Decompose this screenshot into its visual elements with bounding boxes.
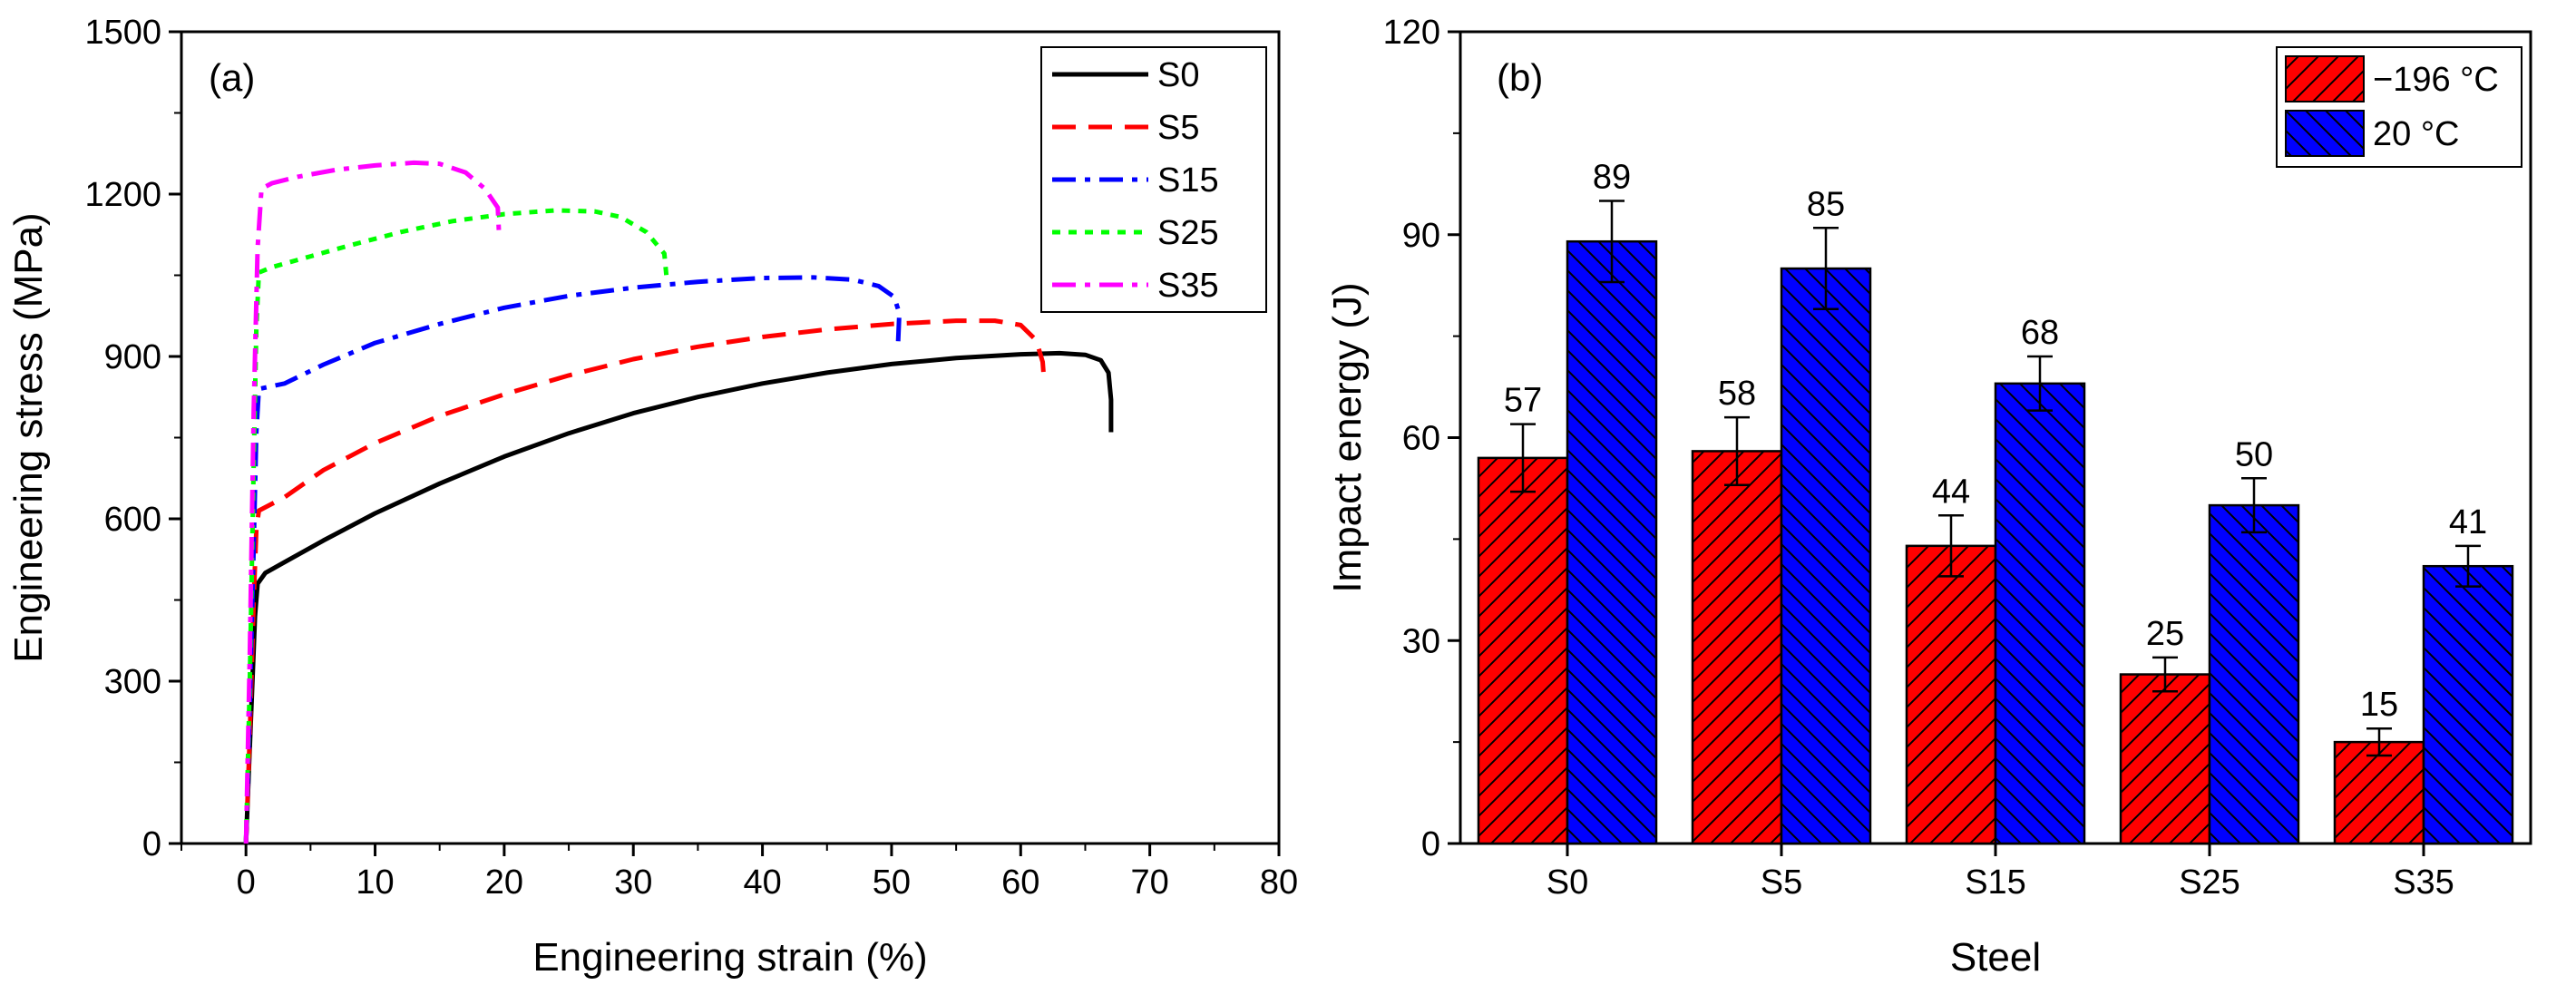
x-tick-label-a: 50: [873, 863, 911, 902]
bar-hatch-s35-minus196c: [2333, 740, 2425, 845]
y-tick-label-a: 900: [104, 338, 161, 376]
panel-a-tensile-curves: 0 10 20 30 40 50 60 70 80 0 300 600 900 1200 1500 Engin…: [6, 14, 1298, 980]
series-line-s0: [243, 350, 1114, 844]
data-label-s35-20c: 41: [2449, 503, 2487, 541]
data-label-s35-minus196c: 15: [2360, 686, 2398, 724]
x-tick-label-s5: S5: [1761, 863, 1802, 902]
x-tick-label-s0: S0: [1547, 863, 1588, 902]
bar-hatch-s15-minus196c: [1905, 544, 1997, 845]
data-label-s0-20c: 89: [1593, 158, 1631, 196]
legend-label-s0: S0: [1157, 56, 1199, 94]
x-tick-label-a: 30: [614, 863, 652, 902]
bar-hatch-s25-minus196c: [2119, 673, 2211, 845]
bar-hatch-s0-20c: [1566, 239, 1658, 845]
x-axis-title-b: Steel: [1950, 935, 2041, 980]
x-axis-title-a: Engineering strain (%): [532, 935, 927, 980]
series-line-s15: [243, 275, 902, 844]
legend-label-minus196c: −196 °C: [2373, 61, 2499, 99]
legend-swatch-hatch-20c: [2285, 110, 2365, 157]
y-tick-label-a: 300: [104, 663, 161, 701]
legend-label-s35: S35: [1157, 267, 1219, 305]
x-tick-label-s25: S25: [2179, 863, 2240, 902]
y-tick-label-b: 30: [1402, 622, 1440, 660]
series-line-s5: [243, 318, 1047, 844]
x-tick-label-a: 40: [743, 863, 781, 902]
x-tick-label-a: 0: [237, 863, 256, 902]
bar-hatch-s0-minus196c: [1477, 456, 1569, 845]
data-label-s15-20c: 68: [2021, 314, 2059, 352]
panel-label-a: (a): [209, 56, 255, 99]
x-tick-label-s15: S15: [1965, 863, 2026, 902]
data-label-s0-minus196c: 57: [1504, 382, 1542, 420]
legend-label-s15: S15: [1157, 161, 1219, 200]
data-label-s15-minus196c: 44: [1932, 473, 1970, 511]
legend-label-s5: S5: [1157, 109, 1199, 147]
x-tick-label-a: 70: [1131, 863, 1169, 902]
y-tick-label-a: 1500: [84, 14, 161, 52]
y-tick-label-b: 120: [1383, 14, 1440, 52]
legend-label-20c: 20 °C: [2373, 115, 2459, 153]
bar-hatch-s25-20c: [2208, 503, 2300, 845]
x-tick-label-s35: S35: [2393, 863, 2454, 902]
legend-swatch-hatch-minus196c: [2285, 55, 2365, 102]
panel-label-b: (b): [1497, 56, 1543, 99]
panel-b-impact-energy: 0 30 60 90 120 S0 57 89 S5 58 85 S15 44 68 S25 25 50 S35 1…: [1325, 14, 2532, 980]
y-tick-label-b: 90: [1402, 217, 1440, 255]
y-tick-label-a: 0: [142, 825, 161, 863]
y-axis-title-b: Impact energy (J): [1325, 282, 1370, 592]
y-tick-label-b: 0: [1421, 825, 1440, 863]
y-tick-label-a: 1200: [84, 176, 161, 214]
bar-hatch-s5-minus196c: [1691, 450, 1783, 845]
y-tick-label-a: 600: [104, 501, 161, 539]
x-tick-label-a: 60: [1001, 863, 1039, 902]
data-label-s5-minus196c: 58: [1718, 375, 1756, 413]
x-tick-label-a: 80: [1260, 863, 1298, 902]
legend-box-a: [1040, 46, 1267, 313]
data-label-s25-minus196c: 25: [2146, 615, 2184, 653]
bar-hatch-s35-20c: [2422, 564, 2514, 845]
data-label-s25-20c: 50: [2235, 435, 2273, 473]
y-axis-title-a: Engineering stress (MPa): [6, 212, 51, 662]
data-label-s5-20c: 85: [1807, 185, 1845, 223]
x-tick-label-a: 10: [356, 863, 394, 902]
bar-hatch-s15-20c: [1994, 382, 2086, 845]
x-tick-label-a: 20: [485, 863, 523, 902]
bar-hatch-s5-20c: [1780, 267, 1872, 845]
y-tick-label-b: 60: [1402, 420, 1440, 458]
series-line-s25: [243, 208, 669, 844]
legend-label-s25: S25: [1157, 214, 1219, 252]
series-line-s35: [243, 160, 502, 844]
